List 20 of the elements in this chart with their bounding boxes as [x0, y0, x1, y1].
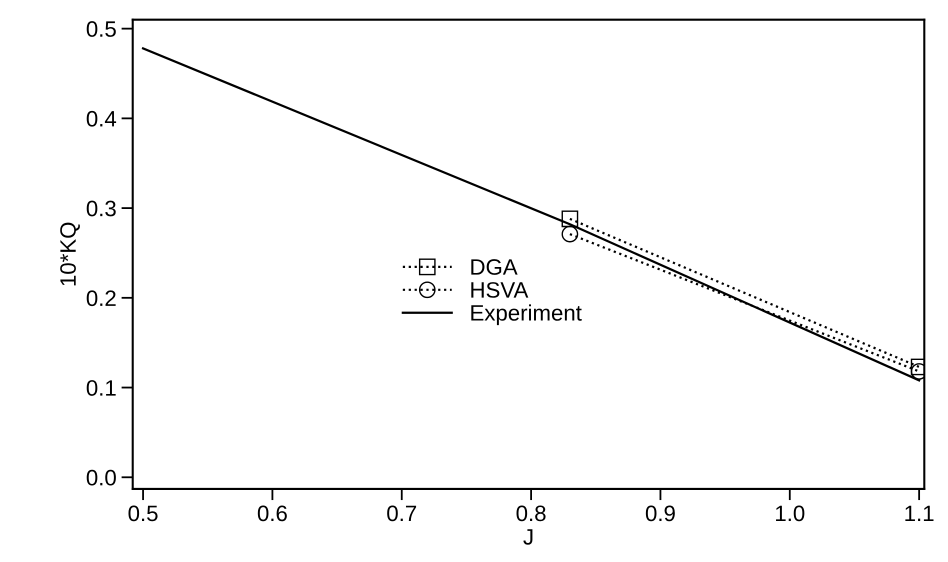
x-tick-label: 0.8	[516, 506, 546, 522]
x-tick-label: 0.6	[258, 506, 287, 522]
legend-label: DGA	[471, 259, 518, 275]
y-tick-label: 0.0	[86, 470, 116, 486]
point	[562, 226, 578, 242]
point	[562, 210, 578, 228]
y-axis-title: 10*KQ	[60, 222, 80, 286]
y-tick-label: 0.5	[86, 21, 116, 37]
x-tick-label: 0.5	[128, 506, 158, 522]
legend-label: HSVA	[471, 282, 528, 298]
x-tick-label: 0.9	[646, 506, 675, 522]
y-tick-label: 0.4	[86, 110, 116, 127]
y-tick-label: 0.1	[86, 380, 116, 396]
x-axis-title: J	[523, 529, 532, 545]
x-tick-label: 0.7	[387, 506, 416, 522]
x-tick-label: 1.0	[776, 506, 804, 522]
y-tick-label: 0.3	[86, 200, 116, 216]
legend-label: Experiment	[471, 304, 582, 326]
y-tick-label: 0.2	[86, 290, 116, 306]
x-tick-label: 1.1	[905, 506, 934, 522]
